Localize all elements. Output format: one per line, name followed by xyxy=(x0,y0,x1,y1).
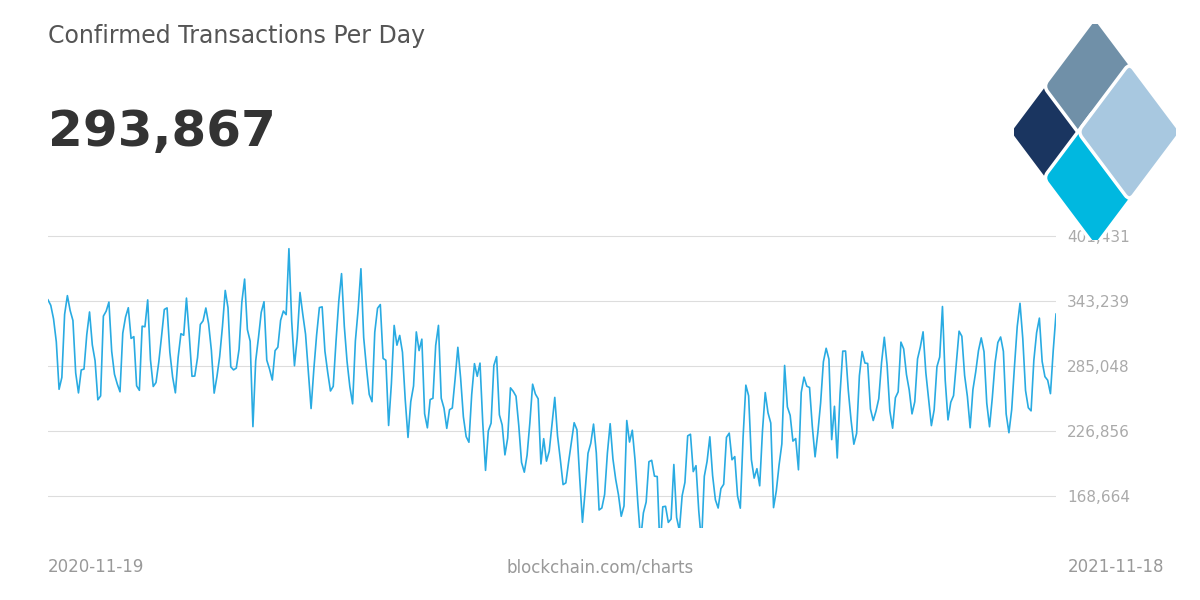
Text: 2021-11-18: 2021-11-18 xyxy=(1068,558,1164,576)
Text: blockchain.com/charts: blockchain.com/charts xyxy=(506,558,694,576)
FancyBboxPatch shape xyxy=(1045,112,1145,244)
Text: 293,867: 293,867 xyxy=(48,108,276,156)
Text: Confirmed Transactions Per Day: Confirmed Transactions Per Day xyxy=(48,24,425,48)
FancyBboxPatch shape xyxy=(1080,66,1178,198)
FancyBboxPatch shape xyxy=(1045,20,1145,152)
FancyBboxPatch shape xyxy=(1012,66,1110,198)
Text: 2020-11-19: 2020-11-19 xyxy=(48,558,144,576)
